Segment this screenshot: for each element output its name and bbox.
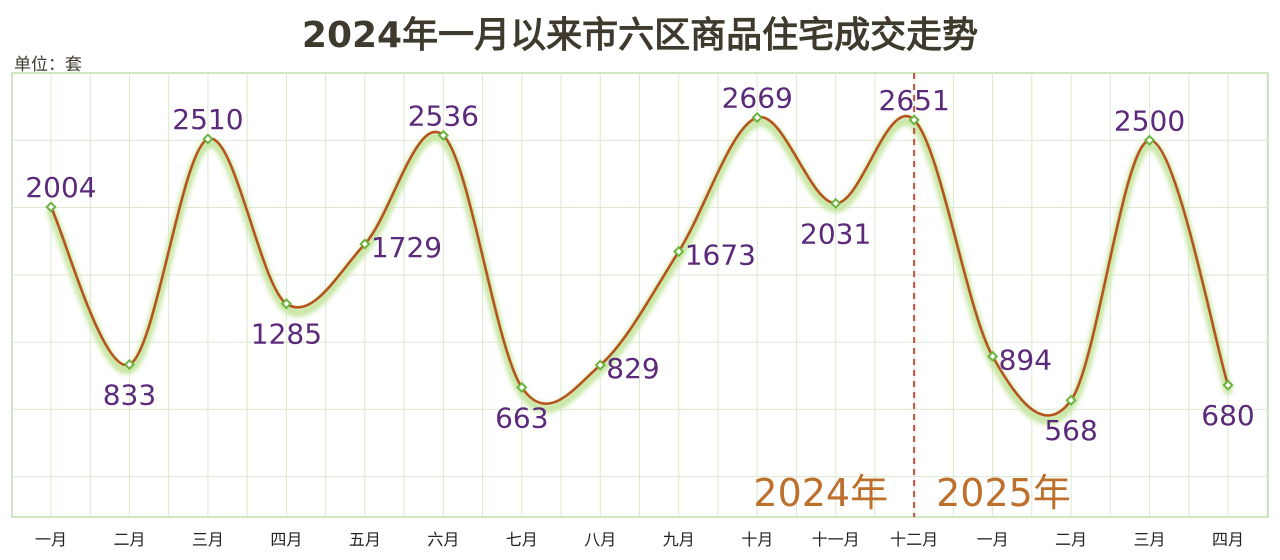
x-tick-label: 七月 xyxy=(506,530,538,549)
x-tick-label: 九月 xyxy=(663,530,695,549)
data-label: 568 xyxy=(1044,414,1097,447)
x-tick-label: 十二月 xyxy=(890,530,938,549)
x-tick-label: 八月 xyxy=(584,530,616,549)
x-tick-label: 三月 xyxy=(1134,530,1166,549)
data-point-marker xyxy=(280,298,293,310)
x-tick-label: 四月 xyxy=(270,530,302,549)
data-point-marker xyxy=(1065,394,1077,406)
x-tick-label: 十月 xyxy=(741,530,773,549)
data-label: 833 xyxy=(103,379,156,412)
data-label: 2510 xyxy=(172,103,243,136)
unit-label: 单位：套 xyxy=(14,55,82,75)
data-label: 1729 xyxy=(371,231,442,264)
data-label: 2536 xyxy=(408,99,479,132)
data-label: 2651 xyxy=(879,84,950,117)
x-tick-label: 四月 xyxy=(1212,530,1244,549)
x-tick-label: 三月 xyxy=(192,530,224,549)
data-point-marker xyxy=(1222,379,1234,391)
data-point-marker xyxy=(437,129,449,142)
data-label: 829 xyxy=(606,352,659,385)
x-tick-label: 二月 xyxy=(113,530,145,549)
data-label: 680 xyxy=(1201,399,1254,432)
x-tick-label: 十一月 xyxy=(812,530,860,549)
x-tick-label: 五月 xyxy=(349,530,381,549)
data-label: 2004 xyxy=(25,171,96,204)
chart-title: 2024年一月以来市六区商品住宅成交走势 xyxy=(301,15,979,56)
data-point-marker xyxy=(202,133,214,145)
data-label: 894 xyxy=(999,343,1052,376)
series-line-glow xyxy=(46,116,1233,425)
x-tick-label: 二月 xyxy=(1055,530,1087,549)
data-point-marker xyxy=(359,238,371,250)
x-tick-label: 六月 xyxy=(427,530,459,549)
data-point-marker xyxy=(908,114,920,126)
data-label: 2669 xyxy=(722,82,793,115)
data-point-marker xyxy=(673,245,685,258)
x-tick-label: 一月 xyxy=(35,530,67,549)
data-point-marker xyxy=(1143,134,1156,146)
data-point-marker xyxy=(123,358,136,371)
data-label: 1285 xyxy=(251,318,322,351)
data-point-marker xyxy=(830,197,842,209)
data-point-marker xyxy=(516,381,528,394)
data-label: 2031 xyxy=(800,217,871,250)
x-tick-label: 一月 xyxy=(977,530,1009,549)
series-line xyxy=(49,115,1230,417)
data-label: 663 xyxy=(495,401,548,434)
data-label: 2500 xyxy=(1114,104,1185,137)
data-label: 1673 xyxy=(685,239,756,272)
year-annotation-2024: 2024年 xyxy=(753,471,888,515)
data-point-marker xyxy=(751,111,763,124)
year-annotation-2025: 2025年 xyxy=(936,471,1071,515)
data-point-marker xyxy=(594,359,606,371)
data-point-marker xyxy=(45,201,57,213)
data-point-marker xyxy=(986,350,999,362)
